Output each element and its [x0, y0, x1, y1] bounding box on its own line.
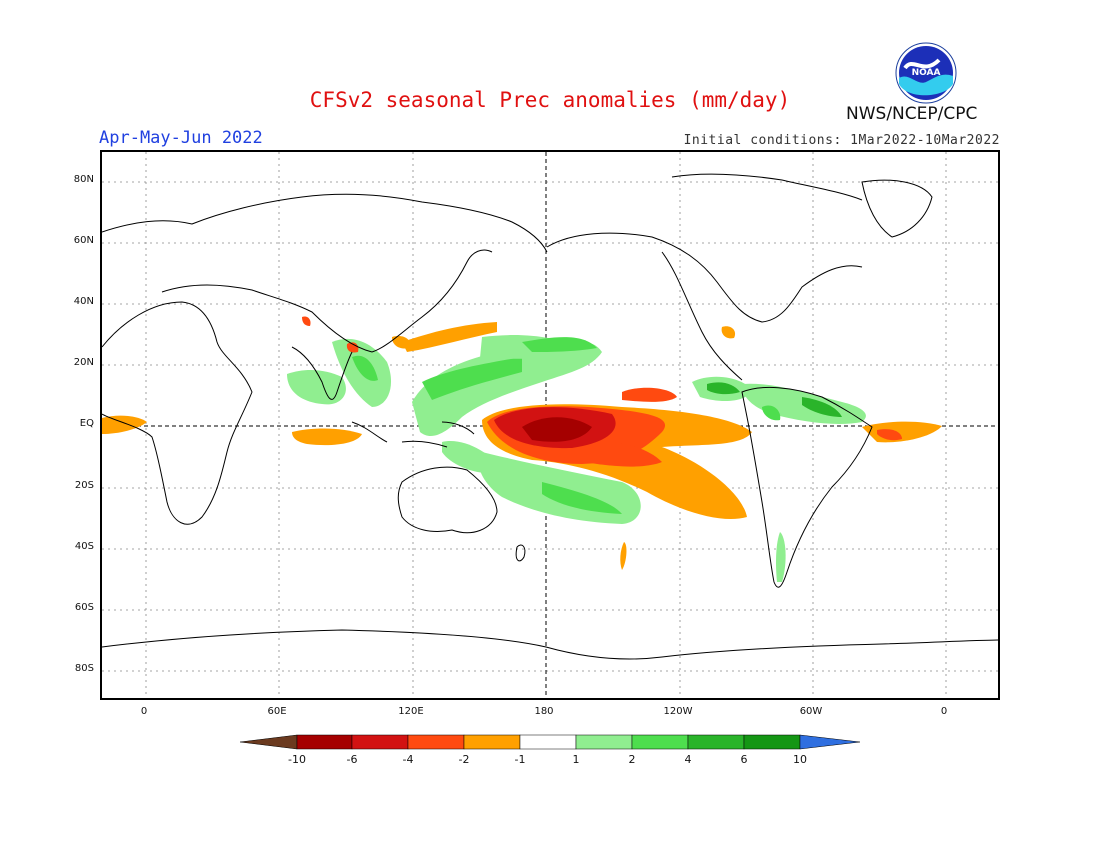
lon-label: 120E [398, 706, 424, 717]
initial-conditions: Initial conditions: 1Mar2022-10Mar2022 [683, 133, 1000, 148]
lat-label: 20N [73, 357, 94, 368]
lat-label: 40S [74, 541, 94, 552]
legend-label: 6 [740, 753, 748, 766]
legend-label: 4 [684, 753, 692, 766]
legend-label: -10 [288, 753, 306, 766]
map-canvas [102, 152, 998, 698]
svg-text:NOAA: NOAA [912, 68, 941, 78]
lon-label: 0 [140, 706, 148, 717]
legend-label: 10 [793, 753, 807, 766]
lat-label: 60S [74, 602, 94, 613]
legend-swatch [743, 734, 801, 750]
lon-label: 180 [534, 706, 554, 717]
legend-label: -4 [402, 753, 414, 766]
lon-label: 60E [267, 706, 287, 717]
legend-swatch [799, 734, 860, 750]
lat-label: 60N [73, 235, 94, 246]
lon-label: 0 [940, 706, 948, 717]
legend-swatch [687, 734, 745, 750]
lat-label: 80S [74, 663, 94, 674]
legend-label: -1 [514, 753, 526, 766]
legend-swatch [351, 734, 409, 750]
legend-swatch [240, 734, 298, 750]
noaa-logo: NOAA [895, 42, 957, 104]
lon-label: 120W [663, 706, 693, 717]
legend-label: 2 [628, 753, 636, 766]
legend-swatch [463, 734, 521, 750]
lat-label: EQ [79, 418, 94, 429]
lat-label: 20S [74, 480, 94, 491]
lat-label: 80N [73, 174, 94, 185]
precip-anomaly-map [100, 150, 1000, 700]
legend-swatch [296, 734, 353, 750]
lon-label: 60W [799, 706, 823, 717]
legend-label: -6 [346, 753, 358, 766]
legend-swatch [407, 734, 465, 750]
forecast-period: Apr-May-Jun 2022 [99, 128, 263, 148]
agency-label: NWS/NCEP/CPC [846, 104, 978, 124]
legend-swatch [631, 734, 689, 750]
legend-swatch [575, 734, 633, 750]
legend-swatch [519, 734, 577, 750]
coastlines [102, 173, 998, 660]
lat-label: 40N [73, 296, 94, 307]
positive-anomalies [287, 335, 866, 582]
map-title: CFSv2 seasonal Prec anomalies (mm/day) [309, 88, 791, 112]
legend-label: -2 [458, 753, 470, 766]
color-legend-bar [240, 734, 860, 750]
legend-label: 1 [572, 753, 580, 766]
negative-anomalies [102, 316, 942, 570]
